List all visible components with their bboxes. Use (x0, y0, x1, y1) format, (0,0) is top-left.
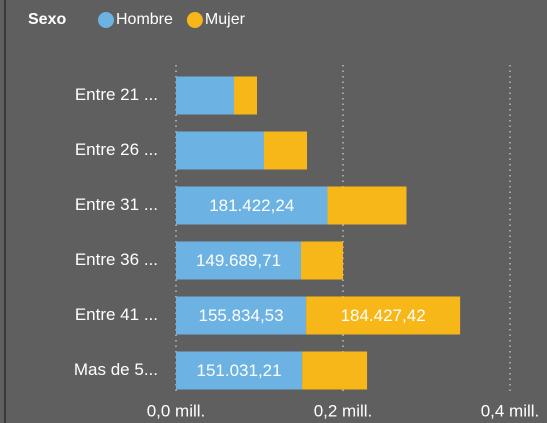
bar-segment (302, 351, 368, 390)
y-tick-label: Mas de 5... (74, 360, 158, 379)
bar-segment (176, 241, 301, 280)
x-tick-label: 0,0 mill. (147, 401, 206, 420)
bar-segment (327, 186, 407, 225)
x-tick-label: 0,4 mill. (481, 401, 540, 420)
data-label: 149.689,71 (196, 251, 281, 270)
bar-segment (176, 351, 303, 390)
bar-segment (234, 76, 257, 115)
y-tick-label: Entre 21 ... (75, 85, 158, 104)
data-label: 181.422,24 (209, 196, 294, 215)
y-tick-label: Entre 31 ... (75, 195, 158, 214)
data-label: 155.834,53 (199, 306, 284, 325)
legend-label: Hombre (116, 11, 173, 28)
legend-title: Sexo (28, 11, 66, 28)
data-label: 184.427,42 (341, 306, 426, 325)
bar-segment (264, 131, 308, 170)
bar-segment (176, 186, 328, 225)
y-tick-label: Entre 36 ... (75, 250, 158, 269)
x-tick-label: 0,2 mill. (314, 401, 373, 420)
y-tick-label: Entre 26 ... (75, 140, 158, 159)
bar-segment (176, 76, 235, 115)
bar-segment (176, 296, 307, 335)
legend-swatch (186, 12, 203, 28)
bar-segment (300, 241, 343, 280)
bar-segment (176, 131, 265, 170)
legend-label: Mujer (205, 11, 246, 28)
legend-swatch (98, 12, 114, 28)
data-label: 151.031,21 (197, 361, 282, 380)
y-tick-label: Entre 41 ... (75, 305, 158, 324)
bar-segment (306, 296, 461, 335)
